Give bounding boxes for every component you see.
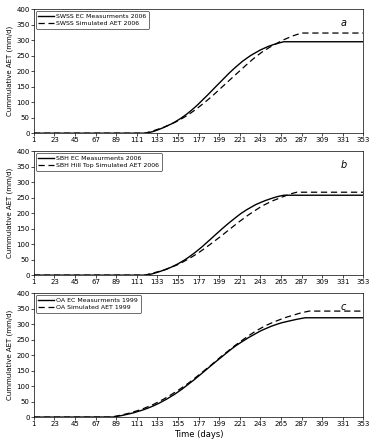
- SWSS EC Measurments 2006: [32, 131, 36, 136]
- SWSS Simulated AET 2006: [213, 91, 218, 96]
- OA EC Measurments 1999: [225, 349, 230, 355]
- OA Simulated AET 1999: [225, 349, 230, 354]
- OA Simulated AET 1999: [32, 414, 36, 420]
- X-axis label: Time (days): Time (days): [174, 430, 224, 439]
- SWSS EC Measurments 2006: [318, 39, 323, 45]
- OA Simulated AET 1999: [75, 414, 79, 420]
- SBH Hill Top Simulated AET 2006: [32, 273, 36, 278]
- Y-axis label: Cummulative AET (mm/d): Cummulative AET (mm/d): [7, 310, 14, 401]
- SWSS Simulated AET 2006: [225, 79, 230, 85]
- OA EC Measurments 1999: [75, 414, 79, 420]
- SWSS EC Measurments 2006: [78, 131, 83, 136]
- Line: SWSS Simulated AET 2006: SWSS Simulated AET 2006: [34, 33, 363, 133]
- OA Simulated AET 1999: [270, 320, 275, 325]
- SBH EC Measurments 2006: [75, 273, 79, 278]
- Legend: SWSS EC Measurments 2006, SWSS Simulated AET 2006: SWSS EC Measurments 2006, SWSS Simulated…: [36, 11, 149, 29]
- OA Simulated AET 1999: [307, 309, 311, 314]
- SBH EC Measurments 2006: [32, 273, 36, 278]
- SBH Hill Top Simulated AET 2006: [361, 190, 366, 195]
- SWSS EC Measurments 2006: [282, 39, 286, 45]
- SWSS EC Measurments 2006: [75, 131, 79, 136]
- OA Simulated AET 1999: [213, 359, 218, 364]
- SWSS Simulated AET 2006: [299, 30, 304, 36]
- SBH EC Measurments 2006: [270, 195, 275, 201]
- SWSS EC Measurments 2006: [270, 42, 275, 48]
- SBH Hill Top Simulated AET 2006: [78, 273, 83, 278]
- SWSS Simulated AET 2006: [270, 43, 275, 48]
- SWSS Simulated AET 2006: [78, 131, 83, 136]
- OA EC Measurments 1999: [270, 323, 275, 328]
- SBH Hill Top Simulated AET 2006: [213, 238, 218, 243]
- OA Simulated AET 1999: [361, 309, 366, 314]
- SWSS EC Measurments 2006: [225, 72, 230, 77]
- OA EC Measurments 1999: [361, 315, 366, 320]
- SBH Hill Top Simulated AET 2006: [295, 190, 299, 195]
- Line: OA EC Measurments 1999: OA EC Measurments 1999: [34, 318, 363, 417]
- SBH EC Measurments 2006: [318, 193, 323, 198]
- OA EC Measurments 1999: [303, 315, 308, 320]
- SWSS EC Measurments 2006: [213, 84, 218, 90]
- SWSS Simulated AET 2006: [318, 30, 323, 36]
- OA EC Measurments 1999: [318, 315, 323, 320]
- Text: b: b: [340, 160, 346, 170]
- SBH EC Measurments 2006: [78, 273, 83, 278]
- OA Simulated AET 1999: [78, 414, 83, 420]
- SWSS EC Measurments 2006: [361, 39, 366, 45]
- SBH EC Measurments 2006: [361, 193, 366, 198]
- SWSS Simulated AET 2006: [361, 30, 366, 36]
- SBH Hill Top Simulated AET 2006: [225, 228, 230, 234]
- Line: SBH EC Measurments 2006: SBH EC Measurments 2006: [34, 195, 363, 275]
- OA EC Measurments 1999: [78, 414, 83, 420]
- Y-axis label: Cummulative AET (mm/d): Cummulative AET (mm/d): [7, 26, 14, 116]
- SWSS Simulated AET 2006: [32, 131, 36, 136]
- OA EC Measurments 1999: [213, 359, 218, 365]
- Text: a: a: [340, 18, 346, 28]
- OA Simulated AET 1999: [318, 309, 323, 314]
- Line: SWSS EC Measurments 2006: SWSS EC Measurments 2006: [34, 42, 363, 133]
- SBH EC Measurments 2006: [282, 193, 286, 198]
- SBH EC Measurments 2006: [225, 221, 230, 227]
- Line: OA Simulated AET 1999: OA Simulated AET 1999: [34, 311, 363, 417]
- SWSS Simulated AET 2006: [75, 131, 79, 136]
- Text: c: c: [340, 302, 346, 312]
- Y-axis label: Cummulative AET (mm/d): Cummulative AET (mm/d): [7, 168, 14, 258]
- SBH Hill Top Simulated AET 2006: [270, 198, 275, 203]
- SBH EC Measurments 2006: [213, 232, 218, 237]
- SBH Hill Top Simulated AET 2006: [318, 190, 323, 195]
- OA EC Measurments 1999: [32, 414, 36, 420]
- SBH Hill Top Simulated AET 2006: [75, 273, 79, 278]
- Legend: OA EC Measurments 1999, OA Simulated AET 1999: OA EC Measurments 1999, OA Simulated AET…: [36, 295, 141, 313]
- Legend: SBH EC Measurments 2006, SBH Hill Top Simulated AET 2006: SBH EC Measurments 2006, SBH Hill Top Si…: [36, 153, 162, 170]
- Line: SBH Hill Top Simulated AET 2006: SBH Hill Top Simulated AET 2006: [34, 192, 363, 275]
